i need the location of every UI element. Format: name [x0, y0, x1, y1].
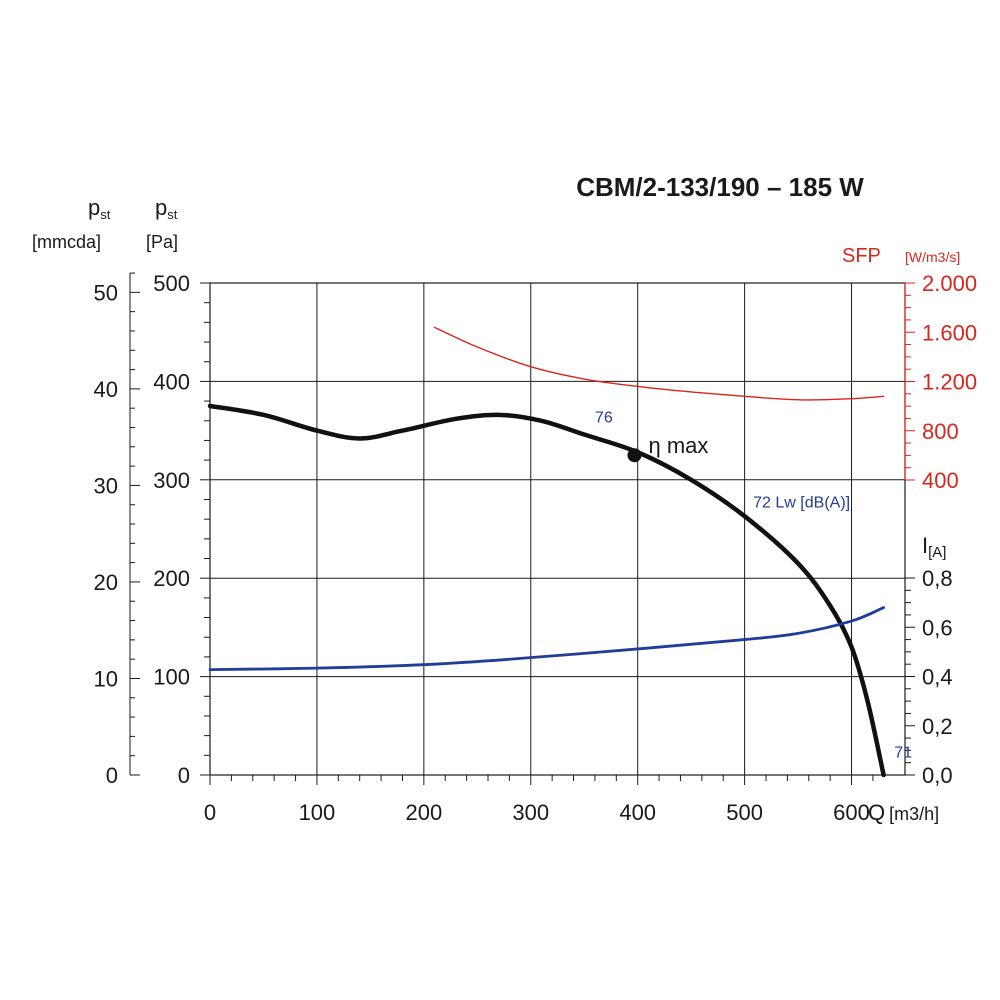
pa-tick-label: 300	[153, 468, 190, 493]
sfp-tick-label: 1.200	[922, 370, 977, 395]
sfp-tick-label: 2.000	[922, 271, 977, 296]
mmcda-tick-label: 10	[94, 666, 118, 691]
sfp-tick-label: 400	[922, 468, 959, 493]
tick-labels: 0 100 200 300 400 500 600 0 100 200 300 400 500 0 10 20…	[94, 271, 978, 825]
y-axis-current-label: I[A]	[922, 533, 946, 561]
y-axis-sfp-unit: [W/m3/s]	[905, 249, 960, 265]
x-tick-label: 600	[833, 800, 870, 825]
current-curve	[208, 606, 886, 672]
current-tick-label: 0,6	[922, 615, 953, 640]
x-tick-label: 200	[405, 800, 442, 825]
annotations: η max 76 72 Lw [dB(A)] 71	[595, 410, 912, 762]
current-tick-label: 0,8	[922, 566, 953, 591]
pa-tick-label: 0	[178, 763, 190, 788]
y-axis-pa-unit: [Pa]	[146, 232, 178, 252]
plot-frame	[209, 282, 906, 776]
chart-title: CBM/2-133/190 – 185 W	[576, 172, 864, 202]
x-tick-label: 400	[619, 800, 656, 825]
x-tick-label: 0	[204, 800, 216, 825]
y-axis-mmcda-label: pst	[88, 195, 111, 222]
x-tick-label: 500	[726, 800, 763, 825]
mmcda-tick-label: 0	[106, 763, 118, 788]
sfp-tick-label: 800	[922, 419, 959, 444]
current-tick-label: 0,2	[922, 714, 953, 739]
x-axis-label: Q [m3/h]	[868, 800, 939, 825]
pa-tick-label: 200	[153, 566, 190, 591]
pa-tick-label: 100	[153, 665, 190, 690]
curves	[207, 326, 886, 778]
current-tick-label: 0,0	[922, 763, 953, 788]
sfp-curve	[433, 326, 885, 401]
y-axis-mmcda-unit: [mmcda]	[32, 232, 101, 252]
pa-tick-label: 400	[153, 369, 190, 394]
current-tick-label: 0,4	[922, 665, 953, 690]
sfp-tick-label: 1.600	[922, 320, 977, 345]
x-tick-label: 100	[299, 800, 336, 825]
sound-power-label: 72 Lw [dB(A)]	[753, 494, 850, 511]
y-axis-sfp-label: SFP	[842, 245, 881, 267]
y-axis-pa-label: pst	[155, 195, 178, 222]
x-tick-label: 300	[512, 800, 549, 825]
mmcda-tick-label: 20	[94, 570, 118, 595]
eta-max-marker	[627, 448, 642, 463]
grid	[209, 282, 906, 776]
eta-max-label: η max	[648, 433, 708, 458]
mmcda-tick-label: 30	[94, 473, 118, 498]
static-pressure-curve	[207, 403, 886, 778]
sound-power-label: 71	[894, 744, 912, 761]
pa-tick-label: 500	[153, 271, 190, 296]
sound-power-label: 76	[595, 410, 613, 427]
axis-ticks	[129, 272, 915, 785]
mmcda-tick-label: 50	[94, 280, 118, 305]
mmcda-tick-label: 40	[94, 377, 118, 402]
